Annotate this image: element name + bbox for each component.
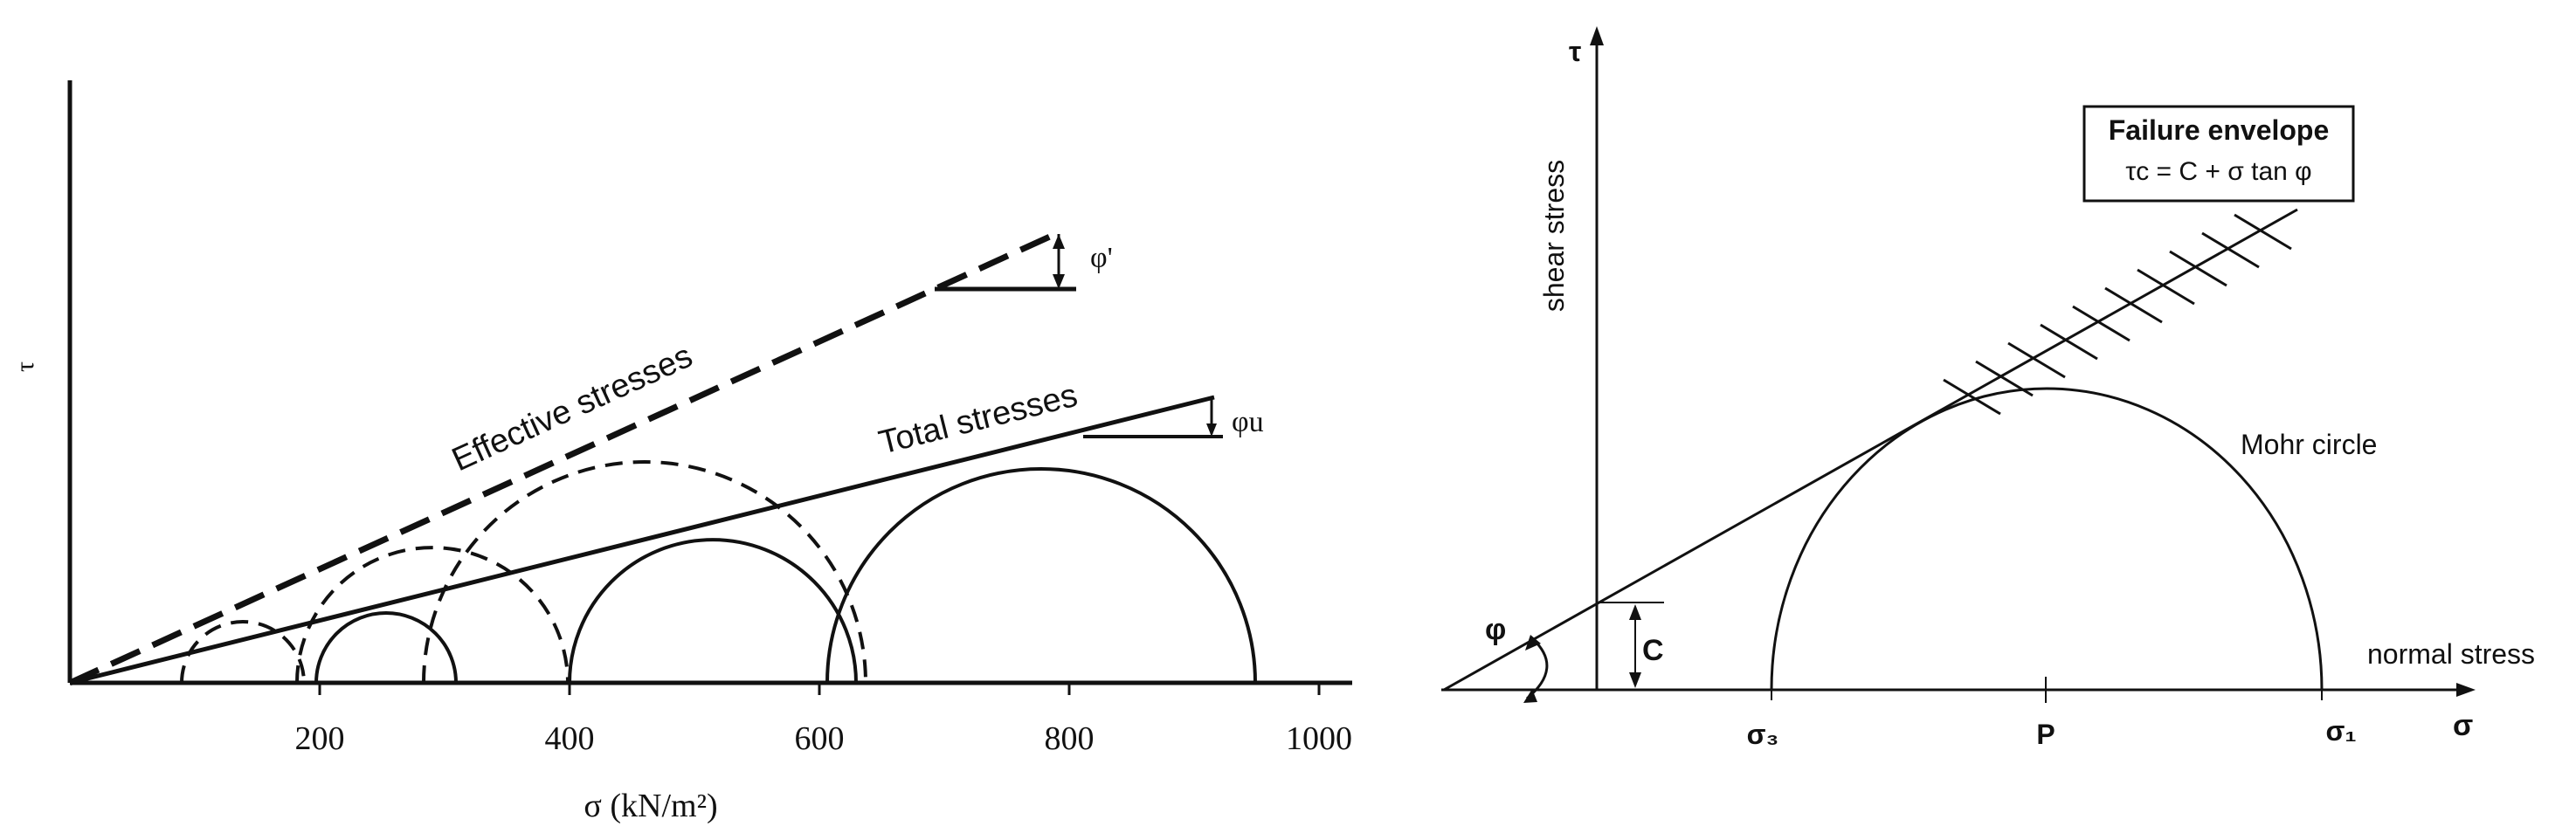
phi-u-label: φu: [1232, 406, 1264, 438]
failure-envelope-box: [2082, 105, 2355, 203]
failure-envelope-title: Failure envelope: [2109, 114, 2330, 146]
sigma1-label: σ₁: [2325, 715, 2356, 747]
x-axis-label: σ (kN/m²): [584, 788, 717, 824]
phi-label: φ: [1485, 613, 1506, 646]
effective-stresses-label: Effective stresses: [446, 338, 698, 479]
cohesion-arrow-top: [1629, 604, 1641, 620]
x-tick-label-200: 200: [295, 720, 345, 757]
phi-angle-arc: [1526, 637, 1549, 700]
sigma-axis-label: σ: [2453, 709, 2473, 742]
normal-stress-label: normal stress: [2367, 638, 2535, 670]
total-mohr-circle-2: [568, 538, 858, 684]
total-mohr-circle-3: [825, 467, 1257, 684]
x-tick-label-1000: 1000: [1286, 720, 1352, 757]
shear-stress-label: shear stress: [1538, 160, 1570, 312]
x-tick-label-400: 400: [545, 720, 595, 757]
y-axis-symbol: τ: [10, 361, 39, 372]
effective-stress-envelope: [68, 228, 1063, 686]
p-label: P: [2036, 719, 2055, 750]
phi-arc-arrow-top: [1525, 635, 1541, 651]
mohr-coulomb-diagram: τ shear stress normal stress σ σ₃ P σ₁ M…: [1441, 26, 2535, 750]
x-tick-label-600: 600: [795, 720, 845, 757]
mohr-circle: [1770, 387, 2324, 691]
effective-mohr-circle-3: [422, 460, 867, 684]
failure-envelope-line: [1443, 208, 2298, 692]
cohesion-label: C: [1642, 634, 1664, 667]
total-mohr-circle-1: [314, 611, 458, 684]
phi-arc-arrow-bottom: [1523, 689, 1537, 703]
failure-hatching: [1943, 213, 2292, 416]
total-effective-stress-diagram: 200 400 600 800 1000 σ (kN/m²) τ Effecti…: [10, 80, 1352, 824]
x-ticks: [318, 683, 1321, 695]
sigma3-label: σ₃: [1747, 719, 1779, 750]
x-tick-label-800: 800: [1045, 720, 1095, 757]
phi-u-marker: [1083, 398, 1223, 438]
cohesion-arrow-bottom: [1629, 672, 1641, 688]
total-stress-envelope: [69, 395, 1215, 685]
total-stresses-label: Total stresses: [875, 377, 1081, 462]
mohr-circle-label: Mohr circle: [2241, 429, 2377, 460]
sigma-axis-arrowhead: [2456, 683, 2476, 697]
phi-prime-label: φ': [1090, 242, 1113, 274]
effective-mohr-circle-1: [180, 620, 306, 684]
tau-axis-arrowhead: [1590, 26, 1604, 45]
tau-axis-label: τ: [1569, 36, 1581, 67]
phi-prime-marker: [935, 234, 1076, 292]
failure-envelope-equation: τc = C + σ tan φ: [2125, 157, 2311, 186]
